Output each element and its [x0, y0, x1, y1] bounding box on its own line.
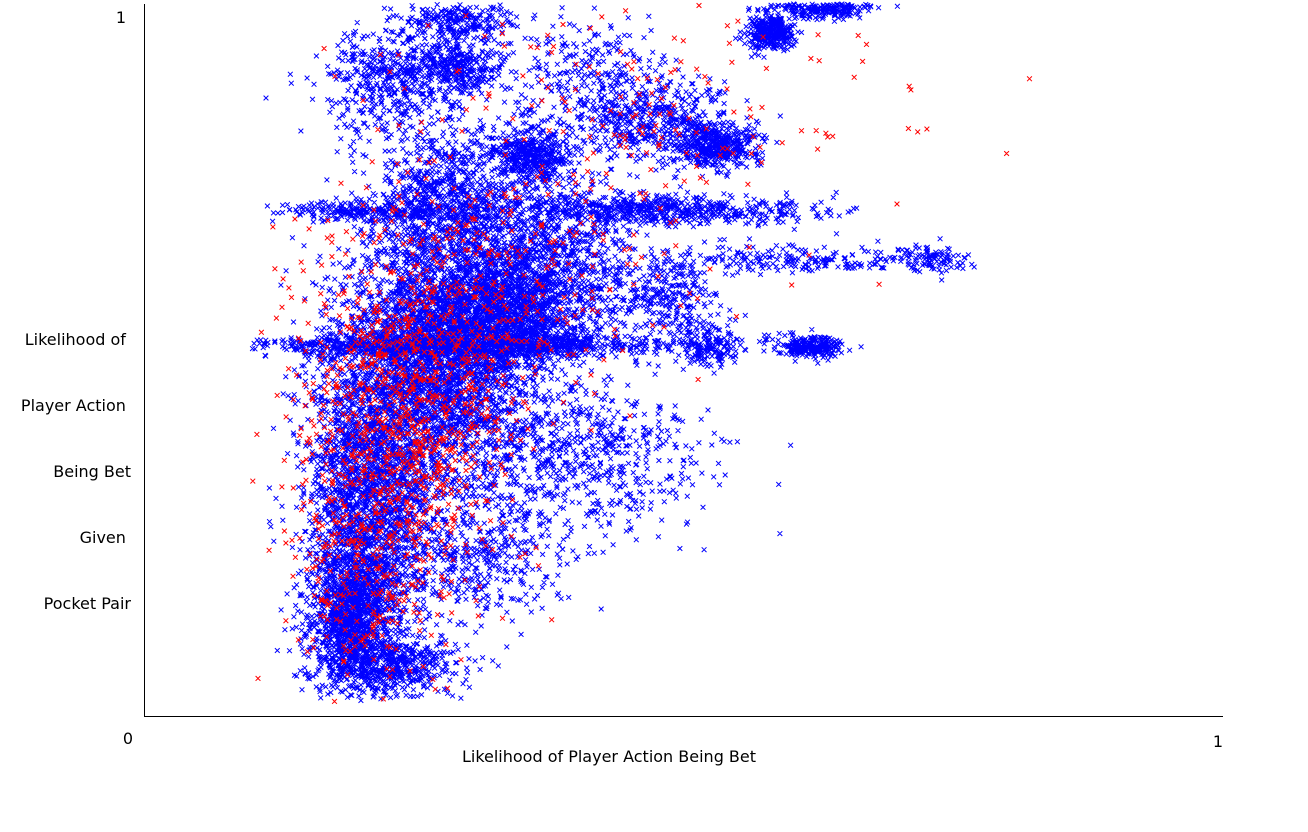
y-axis-title-line-3: Being Bet [53, 462, 131, 481]
y-axis-title-line-1: Likelihood of [24, 330, 131, 349]
x-tick-label-min: 0 [123, 729, 133, 748]
y-axis-title-line-2: Player Action [20, 396, 131, 415]
y-axis-title-line-4: Given [79, 528, 131, 547]
scatter-series-red-markers [250, 2, 1033, 705]
y-axis-title-line-5: Pocket Pair [43, 594, 131, 613]
scatter-series-blue-markers [249, 1, 977, 704]
x-tick-label-max: 1 [1213, 732, 1223, 751]
x-axis-title: Likelihood of Player Action Being Bet [462, 747, 756, 766]
y-axis-title: Likelihood of Player Action Being Bet Gi… [0, 285, 131, 637]
points-layer [249, 1, 1033, 705]
y-tick-label-max: 1 [116, 8, 126, 27]
